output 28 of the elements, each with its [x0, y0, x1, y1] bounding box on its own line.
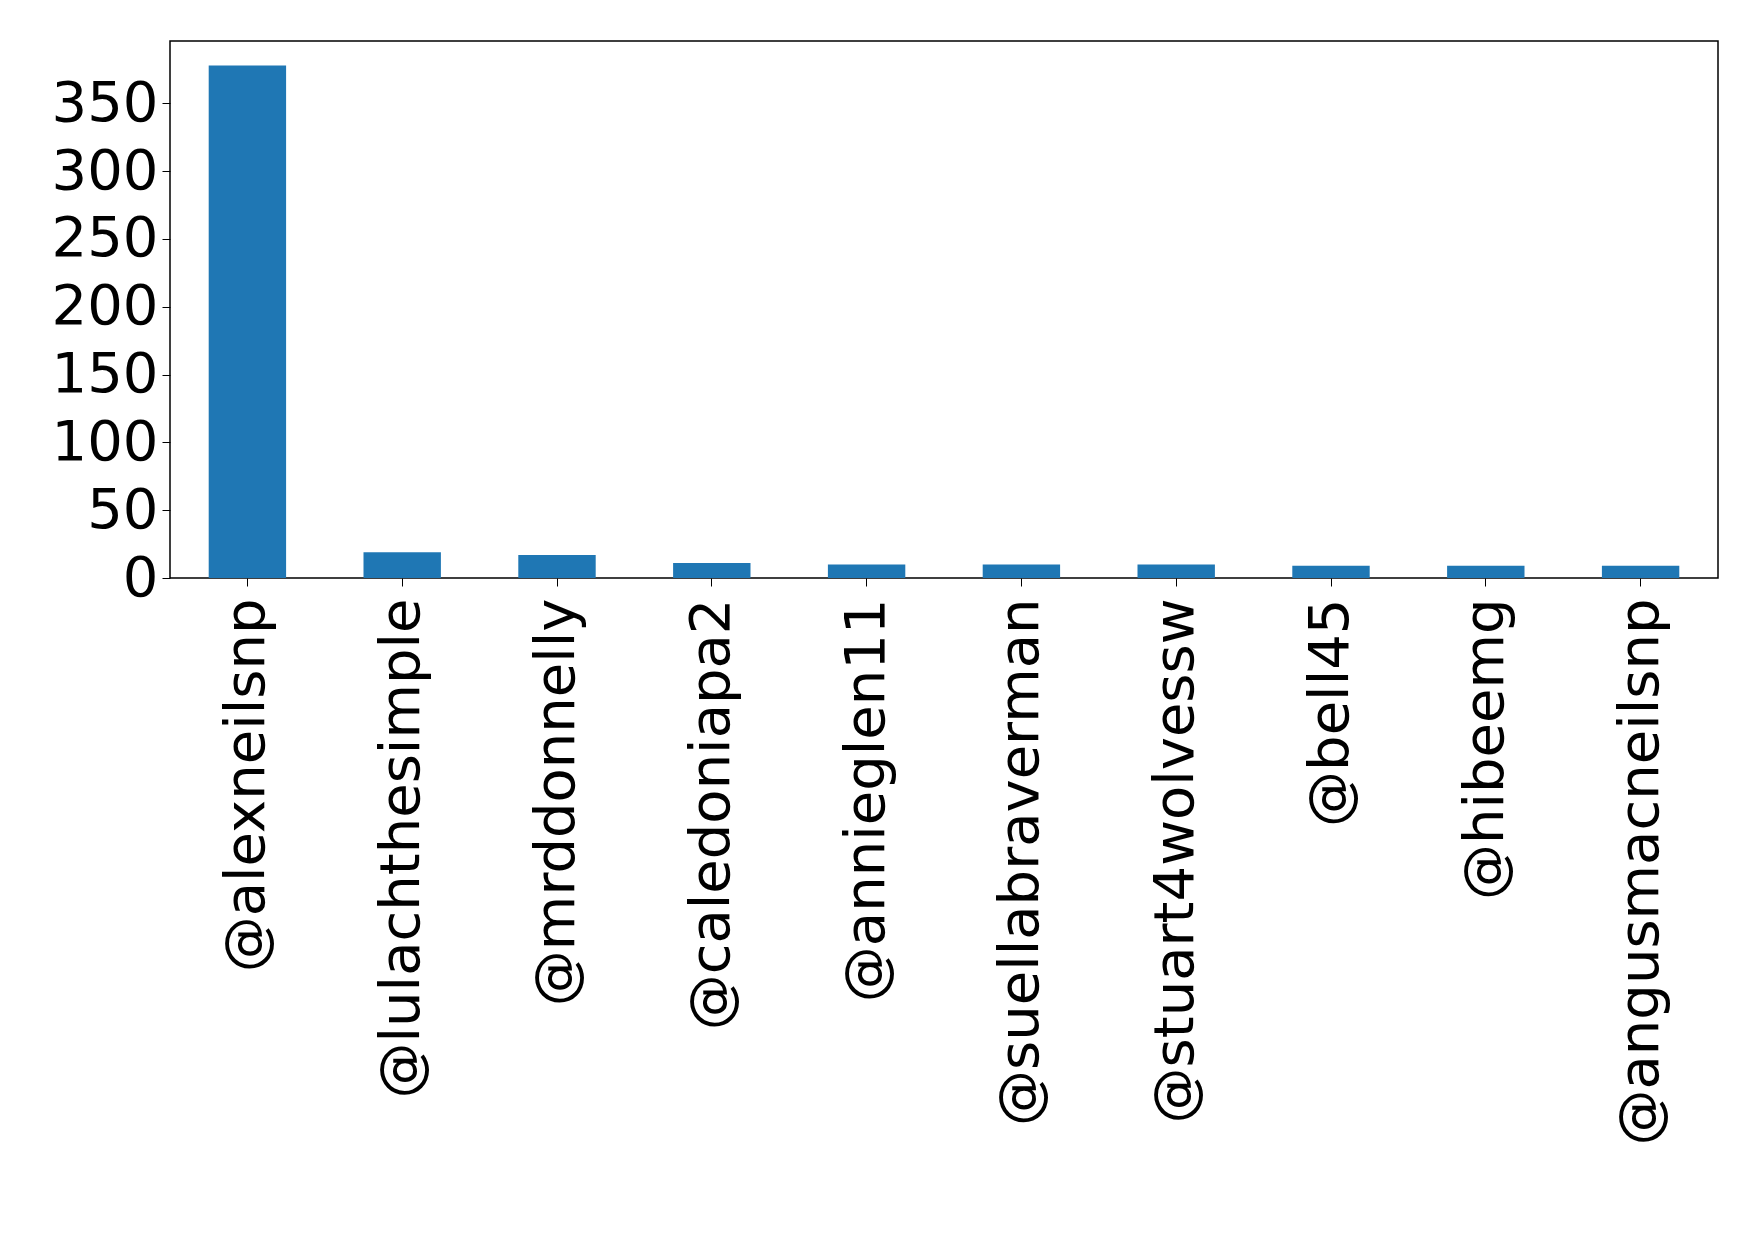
x-tick-label: @alexneilsnp — [212, 598, 278, 973]
x-tick-label: @suellabraverman — [986, 598, 1052, 1126]
bar — [1447, 565, 1525, 578]
y-tick-label: 300 — [51, 136, 159, 202]
y-tick-label: 150 — [51, 340, 159, 406]
bar — [673, 563, 751, 578]
y-tick-label: 200 — [51, 272, 159, 338]
bar — [208, 65, 287, 578]
bar — [1137, 564, 1215, 578]
x-tick-label: @mrddonnelly — [522, 598, 587, 1007]
bar — [982, 564, 1061, 578]
y-tick-label: 100 — [51, 407, 159, 473]
bar — [518, 554, 596, 578]
x-tick-label: @lulachthesimple — [367, 598, 433, 1099]
bar — [1601, 565, 1680, 578]
x-tick-label: @hibeemg — [1450, 598, 1516, 901]
x-tick-label: @angusmacneilsnp — [1605, 598, 1671, 1146]
bar — [827, 564, 906, 578]
x-tick-label: @annieglen11 — [831, 598, 897, 1003]
bar — [1292, 565, 1370, 578]
bar — [363, 552, 441, 578]
y-tick-label: 250 — [51, 204, 159, 270]
x-tick-label: @bell45 — [1296, 598, 1361, 827]
x-tick-label: @stuart4wolvessw — [1141, 598, 1207, 1124]
y-tick-label: 50 — [87, 475, 159, 541]
y-tick-label: 0 — [122, 543, 159, 609]
y-tick-label: 350 — [51, 68, 159, 134]
x-tick-label: @caledoniapa2 — [676, 598, 742, 1031]
